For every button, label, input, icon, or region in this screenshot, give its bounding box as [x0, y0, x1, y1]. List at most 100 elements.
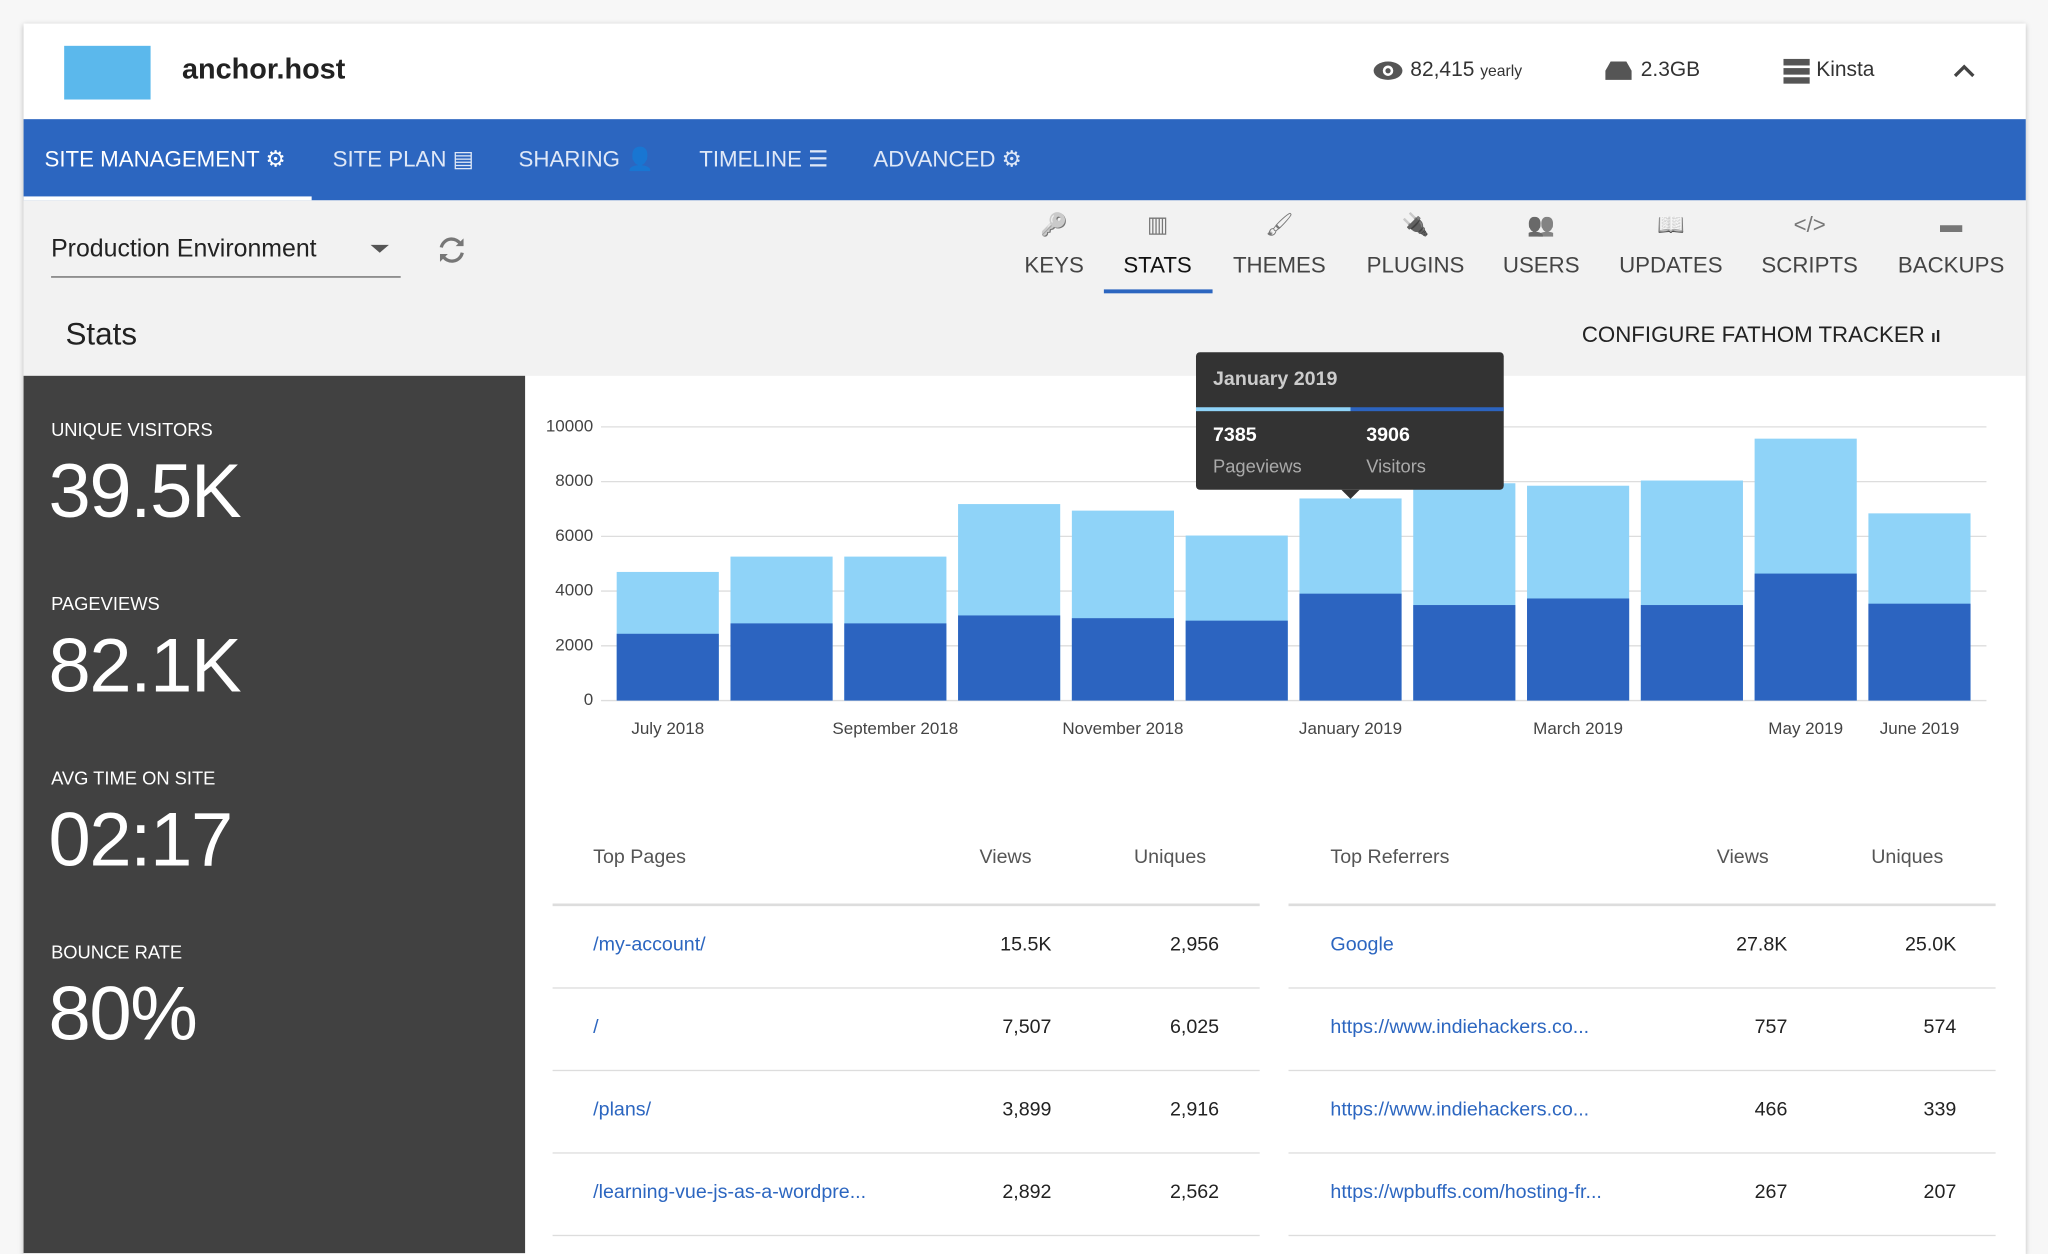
tool-icon: 🖌: [1265, 212, 1294, 238]
refresh-button[interactable]: [436, 234, 467, 265]
tool-icon: </>: [1793, 212, 1826, 238]
table-link[interactable]: /plans/: [593, 1098, 652, 1121]
storage-icon: [1605, 61, 1632, 80]
bar: [1185, 620, 1288, 701]
configure-text: CONFIGURE FATHOM TRACKER: [1581, 322, 1925, 348]
x-tick-label: September 2018: [832, 719, 958, 738]
y-tick-label: 8000: [555, 471, 593, 490]
tool-active-indicator: [1103, 289, 1213, 294]
storage-stat: 2.3GB: [1640, 58, 1701, 82]
x-tick-label: June 2019: [1880, 719, 1959, 738]
table-header: Top Referrers: [1330, 845, 1450, 869]
metric-label: BOUNCE RATE: [51, 941, 183, 963]
tool-tab[interactable]: BACKUPS: [1897, 252, 2005, 278]
tool-tab[interactable]: KEYS: [1024, 252, 1084, 278]
nav-bar: [23, 119, 2026, 201]
collapse-button[interactable]: [1951, 62, 1977, 80]
row-divider: [552, 987, 1260, 989]
row-divider: [1288, 1234, 1996, 1237]
configure-button[interactable]: CONFIGURE FATHOM TRACKER ıl: [1581, 322, 1941, 348]
bar: [1299, 593, 1402, 701]
nav-item[interactable]: SITE PLAN ▤: [332, 146, 474, 172]
table-cell: 15.5K: [1000, 933, 1052, 956]
server-icon: [1783, 58, 1810, 84]
y-tick-label: 10000: [546, 416, 593, 435]
table-link[interactable]: https://wpbuffs.com/hosting-fr...: [1330, 1181, 1602, 1204]
table-cell: 6,025: [1169, 1016, 1220, 1039]
nav-item[interactable]: TIMELINE ☰: [699, 146, 829, 172]
table-cell: 574: [1923, 1016, 1957, 1039]
site-name: anchor.host: [182, 52, 346, 86]
tooltip-bar: [1350, 407, 1504, 412]
table-header: Views: [979, 845, 1032, 869]
tool-tab[interactable]: THEMES: [1232, 252, 1326, 278]
toolbar: [23, 200, 2026, 376]
bar: [1754, 573, 1857, 701]
table-divider: [552, 903, 1260, 907]
table-cell: 7,507: [1002, 1016, 1052, 1039]
eye-icon: [1373, 61, 1403, 80]
table-divider: [1288, 903, 1996, 907]
tool-tab[interactable]: UPDATES: [1619, 252, 1723, 278]
tooltip-series: Pageviews: [1213, 455, 1302, 476]
nav-active-indicator: [23, 196, 312, 201]
bar: [844, 623, 947, 701]
x-tick-label: March 2019: [1533, 719, 1623, 738]
tool-icon: 🔑: [1040, 212, 1068, 238]
table-link[interactable]: Google: [1330, 933, 1394, 956]
table-header: Views: [1716, 845, 1769, 869]
table-link[interactable]: /: [593, 1016, 599, 1039]
y-tick-label: 0: [584, 690, 593, 709]
y-tick-label: 6000: [555, 526, 593, 545]
environment-select[interactable]: Production Environment: [51, 235, 317, 264]
x-tick-label: July 2018: [631, 719, 704, 738]
tool-tab[interactable]: STATS: [1123, 252, 1192, 278]
table-link[interactable]: https://www.indiehackers.co...: [1330, 1098, 1590, 1121]
table-cell: 339: [1923, 1098, 1957, 1121]
tool-icon: ▥: [1147, 212, 1169, 238]
tooltip-title: January 2019: [1213, 368, 1337, 390]
table-link[interactable]: /my-account/: [593, 933, 706, 956]
x-tick-label: November 2018: [1062, 719, 1183, 738]
dropdown-arrow[interactable]: [369, 242, 390, 255]
y-tick-label: 2000: [555, 635, 593, 654]
tool-tab[interactable]: PLUGINS: [1366, 252, 1465, 278]
table-header: Uniques: [1133, 845, 1207, 869]
table-cell: 267: [1754, 1181, 1788, 1204]
tool-icon: 👥: [1527, 212, 1556, 238]
bar: [958, 615, 1061, 701]
tooltip-arrow: [1341, 489, 1360, 499]
nav-item[interactable]: ADVANCED ⚙: [873, 146, 1022, 172]
table-header: Top Pages: [593, 845, 687, 869]
table-cell: 757: [1754, 1016, 1788, 1039]
metric-value: 82.1K: [48, 623, 241, 709]
tooltip-bar: [1195, 407, 1351, 412]
metrics-panel: [23, 375, 526, 1254]
tool-tab[interactable]: SCRIPTS: [1761, 252, 1858, 278]
tooltip-series: Visitors: [1366, 455, 1426, 476]
x-tick-label: May 2019: [1768, 719, 1843, 738]
views-unit: yearly: [1480, 61, 1523, 80]
row-divider: [552, 1152, 1260, 1154]
nav-item[interactable]: SHARING 👤: [518, 146, 654, 172]
row-divider: [552, 1069, 1260, 1072]
provider-stat: Kinsta: [1816, 58, 1875, 82]
bar: [1868, 603, 1971, 701]
bar: [616, 633, 719, 701]
metric-value: 39.5K: [48, 449, 241, 535]
table-link[interactable]: https://www.indiehackers.co...: [1330, 1016, 1590, 1039]
tool-icon: ▬: [1939, 212, 1963, 238]
tool-tab[interactable]: USERS: [1502, 252, 1580, 278]
table-cell: 207: [1923, 1181, 1957, 1204]
row-divider: [1288, 1069, 1996, 1072]
table-cell: 3,899: [1002, 1098, 1052, 1121]
nav-item[interactable]: SITE MANAGEMENT ⚙: [44, 146, 286, 172]
views-stat: 82,415 yearly: [1410, 59, 1522, 83]
table-link[interactable]: /learning-vue-js-as-a-wordpre...: [593, 1181, 867, 1204]
row-divider: [1288, 1152, 1996, 1154]
tool-icon: 📖: [1656, 212, 1685, 238]
site-logo: [64, 45, 151, 100]
bar: [1527, 598, 1630, 701]
row-divider: [552, 1234, 1260, 1237]
table-cell: 2,916: [1169, 1098, 1220, 1121]
